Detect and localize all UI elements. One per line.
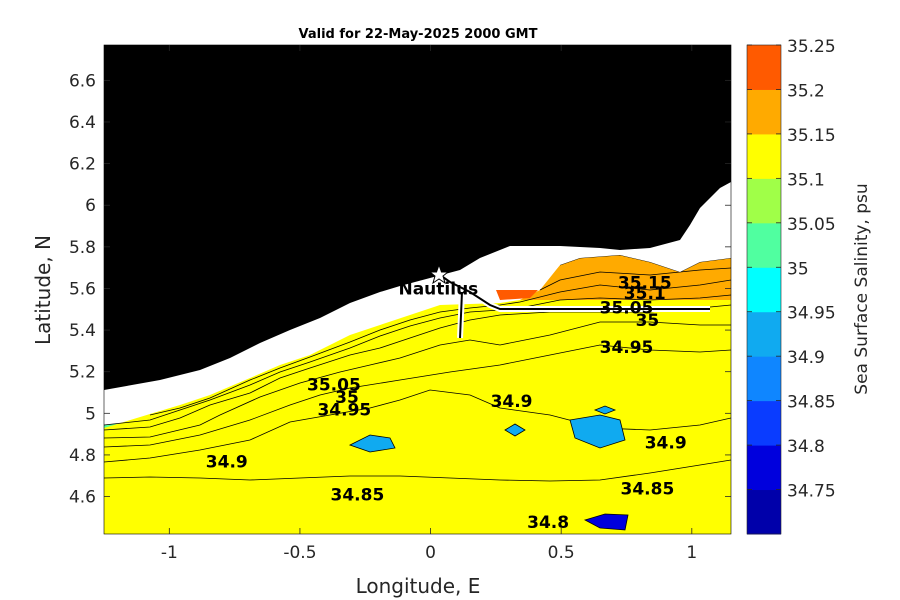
- contour-label: 34.9: [206, 452, 248, 472]
- contour-label: 35.1: [624, 284, 666, 304]
- contour-label: 35: [335, 388, 359, 408]
- contour-label: 34.8: [527, 513, 569, 533]
- ship-track-line: [439, 274, 710, 310]
- y-tick-label: 6.2: [69, 155, 96, 175]
- contour-island: [593, 405, 617, 415]
- colorbar-tick-label: 34.9: [787, 348, 825, 368]
- contour-line: [104, 344, 731, 448]
- colorbar-swatch: [747, 356, 781, 402]
- contour-line: [104, 459, 731, 482]
- plot-frame: [103, 44, 732, 535]
- colorbar-tick-label: 35.1: [787, 170, 825, 190]
- x-axis: -1 -0.5 0 0.5 1: [161, 45, 697, 563]
- contour-label: 34.95: [600, 338, 654, 358]
- colorbar-swatch: [747, 89, 781, 135]
- contour-label: 35.05: [307, 375, 361, 395]
- land-mass: [104, 45, 731, 390]
- station-label: Nautilus: [398, 280, 478, 300]
- y-axis: 4.6 4.8 5 5.2 5.4 5.6 5.8 6 6.2 6.4 6.6: [69, 71, 731, 508]
- y-tick-label: 5.6: [69, 279, 96, 299]
- colorbar-tick-label: 35.2: [787, 81, 825, 101]
- colorbar-swatch: [747, 222, 781, 268]
- y-tick-label: 5.2: [69, 363, 96, 383]
- y-tick-label: 4.8: [69, 446, 96, 466]
- station-star-icon: [428, 263, 450, 285]
- y-tick-label: 4.6: [69, 488, 96, 508]
- colorbar-tick-label: 35.05: [787, 215, 836, 235]
- ship-track-branch: [459, 291, 463, 339]
- contour-line: [149, 279, 731, 416]
- contour-island: [504, 423, 526, 437]
- x-tick-label: 0.5: [548, 543, 575, 563]
- colorbar-swatch: [747, 445, 781, 491]
- x-axis-label: Longitude, E: [356, 574, 481, 598]
- ship-track: [438, 272, 710, 339]
- y-tick-label: 5: [85, 404, 96, 424]
- colorbar-tick-label: 35.15: [787, 126, 836, 146]
- salinity-band-35-25: [496, 290, 538, 300]
- colorbar-frame: [746, 44, 782, 535]
- colorbar-tick-label: 34.8: [787, 437, 825, 457]
- contour-line: [104, 321, 731, 439]
- colorbar-swatch: [747, 178, 781, 224]
- colorbar-tick-label: 34.75: [787, 482, 836, 502]
- contour-line: [104, 389, 731, 463]
- coastal-no-data: [104, 185, 731, 392]
- salinity-band-35-15: [104, 268, 731, 534]
- y-tick-label: 6.6: [69, 71, 96, 91]
- colorbar: 35.25 35.2 35.15 35.1 35.05 35 34.95 34.9 34.85 3…: [746, 37, 836, 535]
- colorbar-label: Sea Surface Salinity, psu: [852, 183, 872, 394]
- contour-line: [104, 294, 731, 426]
- contour-island: [348, 434, 396, 453]
- contour-label: 35.15: [618, 273, 672, 293]
- salinity-band-35-20: [500, 255, 731, 534]
- y-tick-label: 6.4: [69, 113, 96, 133]
- colorbar-swatch: [747, 400, 781, 446]
- contour-island: [569, 414, 626, 449]
- colorbar-tick-label: 34.85: [787, 393, 836, 413]
- y-axis-label: Latitude, N: [31, 235, 55, 345]
- x-tick-label: -1: [161, 543, 178, 563]
- colorbar-swatch: [747, 311, 781, 357]
- contour-label: 35: [636, 311, 660, 331]
- contour-label: 34.95: [317, 400, 371, 420]
- colorbar-tick-label: 35: [787, 259, 809, 279]
- contour-line: [539, 267, 731, 291]
- y-tick-label: 5.4: [69, 321, 96, 341]
- contour-label: 34.9: [645, 434, 687, 454]
- colorbar-swatch: [747, 133, 781, 179]
- x-tick-label: 0: [425, 543, 436, 563]
- y-tick-label: 6: [85, 196, 96, 216]
- colorbar-tick-label: 34.95: [787, 304, 836, 324]
- contour-label: 34.85: [331, 486, 385, 506]
- x-tick-label: -0.5: [283, 543, 316, 563]
- colorbar-swatch: [747, 45, 781, 90]
- x-tick-label: 1: [686, 543, 697, 563]
- contour-label: 34.9: [491, 392, 533, 412]
- colorbar-swatch: [747, 489, 781, 535]
- chart-title: Valid for 22-May-2025 2000 GMT: [299, 27, 538, 42]
- contour-label: 34.85: [621, 479, 675, 499]
- y-tick-label: 5.8: [69, 238, 96, 258]
- contour-island: [583, 513, 629, 531]
- colorbar-swatch: [747, 267, 781, 313]
- colorbar-tick-label: 35.25: [787, 37, 836, 57]
- contour-label: 35.05: [600, 298, 654, 318]
